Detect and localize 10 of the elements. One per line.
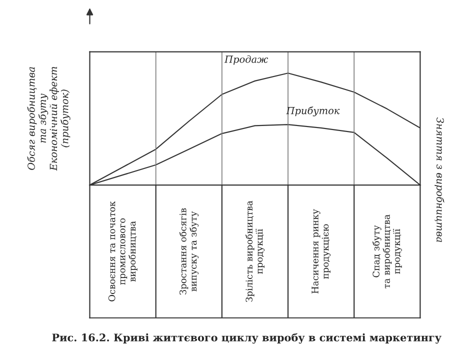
series-label: Продаж [224,55,268,65]
text: Зрілість виробництва продукції [245,200,265,302]
y-axis-title: Обсяг виробництва та збуту Економічний ефект (прибуток) [27,66,70,171]
text: Насичення ринку продукцією [312,209,331,294]
text: Спад збуту та виробництва продукції [372,214,402,288]
text: Освоєння та початок промислового виробництва [108,201,138,302]
text: Зростання обсягів випуску та збуту [179,208,199,295]
text: Рис. 16.2. Криві життєвого циклу виробу в системі маркетингу [52,333,442,344]
series-label: Прибуток [286,106,340,116]
text: Зняття з виробництва [434,117,444,242]
